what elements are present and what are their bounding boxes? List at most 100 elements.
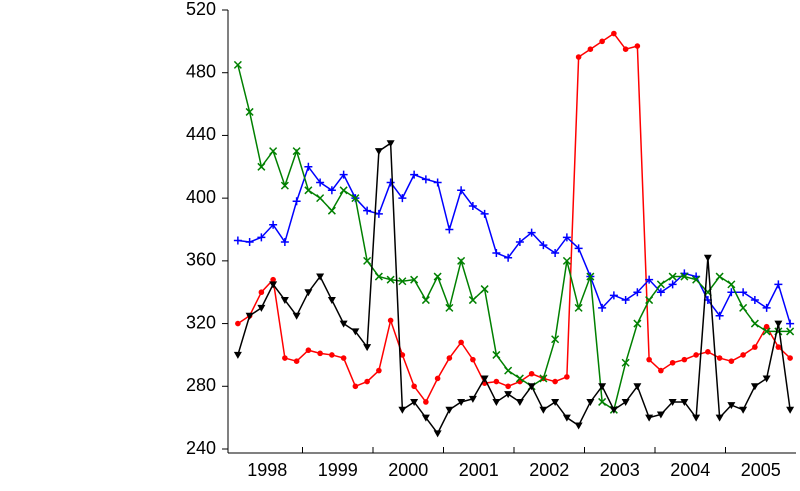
- point: [399, 352, 406, 358]
- point: [351, 328, 360, 336]
- point: [386, 178, 395, 187]
- point: [693, 352, 699, 358]
- point: [740, 352, 746, 358]
- point: [374, 272, 383, 281]
- point: [480, 375, 489, 383]
- point: [410, 398, 419, 406]
- point: [703, 254, 712, 262]
- series-line: [237, 165, 791, 324]
- point: [421, 175, 430, 184]
- x-tick-label: 1998: [247, 460, 287, 480]
- x-tick-label: 2002: [529, 460, 569, 480]
- point: [539, 374, 548, 383]
- x-tick-label: 2005: [741, 460, 781, 480]
- point: [750, 296, 759, 305]
- point: [245, 238, 254, 247]
- point: [410, 275, 419, 284]
- point: [269, 220, 278, 229]
- point: [374, 209, 383, 218]
- point: [762, 303, 771, 312]
- point: [257, 162, 266, 171]
- point: [527, 228, 536, 237]
- point: [317, 350, 323, 357]
- point: [411, 383, 417, 390]
- point: [327, 186, 336, 195]
- point: [574, 244, 583, 253]
- y-tick-label: 520: [186, 0, 216, 19]
- point: [515, 374, 524, 383]
- point: [656, 288, 665, 297]
- x-tick-label: 1999: [318, 460, 358, 480]
- point: [493, 378, 500, 385]
- point: [775, 344, 782, 350]
- point: [304, 186, 313, 195]
- point: [292, 147, 301, 156]
- point: [421, 296, 430, 305]
- point: [280, 297, 289, 305]
- point: [458, 339, 464, 346]
- point: [235, 320, 241, 327]
- point: [599, 38, 605, 45]
- point: [515, 238, 524, 247]
- point: [774, 280, 783, 289]
- x-tick-label: 2003: [600, 460, 640, 480]
- point: [258, 289, 265, 296]
- series: [233, 60, 795, 414]
- point: [739, 303, 748, 312]
- y-tick-label: 400: [186, 187, 216, 207]
- point: [468, 201, 477, 210]
- point: [446, 355, 453, 361]
- point: [257, 233, 266, 242]
- point: [727, 288, 736, 297]
- point: [492, 398, 501, 406]
- point: [316, 273, 325, 281]
- point: [634, 43, 641, 49]
- point: [386, 275, 395, 284]
- point: [609, 291, 618, 300]
- point: [621, 358, 630, 367]
- point: [363, 344, 372, 352]
- point: [505, 383, 511, 390]
- point: [245, 107, 254, 116]
- point: [668, 280, 677, 289]
- y-tick-label: 280: [186, 375, 216, 395]
- point: [762, 375, 771, 383]
- point: [363, 206, 372, 215]
- point: [539, 406, 548, 414]
- point: [316, 194, 325, 203]
- point: [387, 317, 394, 324]
- point: [705, 348, 711, 355]
- point: [716, 355, 723, 361]
- point: [504, 253, 513, 262]
- point: [269, 147, 278, 156]
- point: [316, 178, 325, 187]
- point: [245, 312, 254, 320]
- point: [692, 414, 701, 422]
- point: [656, 411, 665, 419]
- point: [680, 398, 689, 406]
- point: [645, 414, 654, 422]
- point: [575, 54, 582, 60]
- point: [327, 297, 336, 305]
- point: [468, 296, 477, 305]
- point: [504, 366, 513, 375]
- point: [515, 398, 524, 406]
- point: [598, 303, 607, 312]
- point: [433, 272, 442, 281]
- point: [304, 289, 313, 297]
- point: [423, 399, 429, 405]
- point: [574, 303, 583, 312]
- point: [763, 323, 770, 330]
- point: [551, 249, 560, 258]
- series-line: [237, 32, 791, 404]
- point: [750, 319, 759, 328]
- point: [470, 356, 476, 363]
- point: [739, 406, 748, 414]
- point: [633, 288, 642, 297]
- point: [480, 285, 489, 294]
- point: [376, 367, 382, 374]
- point: [492, 350, 501, 359]
- point: [433, 178, 442, 187]
- point: [787, 355, 793, 361]
- point: [633, 383, 642, 391]
